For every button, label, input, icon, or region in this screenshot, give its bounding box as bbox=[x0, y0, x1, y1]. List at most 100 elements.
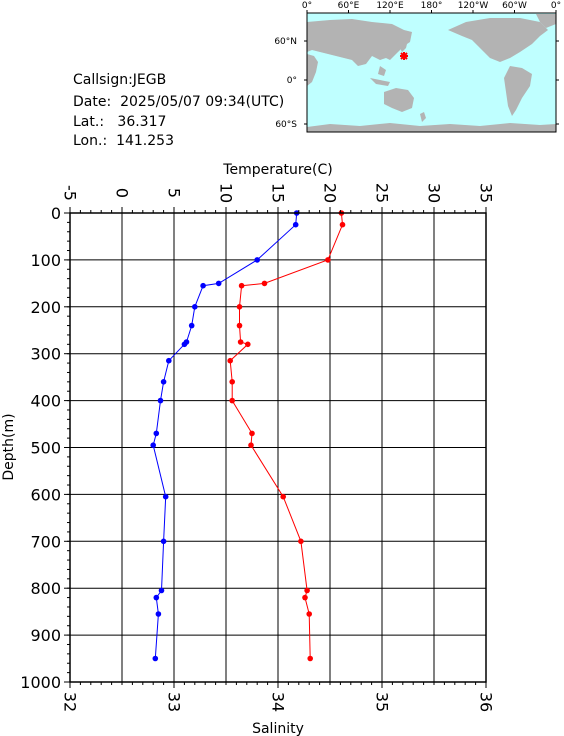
depth-tick-label: 600 bbox=[30, 485, 61, 504]
salinity-point bbox=[236, 304, 243, 310]
salinity-point bbox=[229, 379, 235, 385]
lon-label: Lon.: bbox=[73, 133, 108, 149]
map-lon-label: 0° bbox=[551, 1, 561, 11]
temperature-point bbox=[200, 282, 206, 289]
temperature-point bbox=[215, 280, 222, 287]
antarctica-shape bbox=[307, 123, 556, 132]
salinity-axis: 32 33 34 35 36 bbox=[61, 682, 496, 712]
map-latitude-ticks: 60°N 0° 60°S bbox=[274, 37, 559, 130]
salinity-point bbox=[237, 339, 244, 345]
salinity-tick-label: 35 bbox=[373, 692, 392, 712]
temperature-point bbox=[162, 493, 169, 500]
map-lon-label: 60°W bbox=[502, 1, 527, 11]
salinity-point bbox=[227, 357, 233, 364]
temperature-point bbox=[150, 442, 156, 449]
depth-tick-label: 900 bbox=[30, 626, 61, 645]
station-star bbox=[400, 52, 408, 60]
temperature-point bbox=[153, 430, 160, 437]
temperature-axis: -5 0 5 10 15 20 25 30 35 bbox=[61, 183, 496, 213]
greenland-shape bbox=[536, 14, 556, 28]
callsign-label: Callsign: bbox=[73, 72, 133, 88]
date-label: Date: bbox=[73, 94, 112, 110]
temperature-tick-label: -5 bbox=[61, 185, 80, 201]
temperature-point bbox=[166, 357, 172, 364]
depth-axis: 0 100 200 300 400 500 600 700 800 900 1000 bbox=[20, 204, 70, 692]
salinity-tick-label: 32 bbox=[61, 692, 80, 712]
temperature-point bbox=[160, 379, 167, 385]
depth-axis-title: Depth(m) bbox=[1, 413, 17, 480]
temperature-point bbox=[158, 587, 165, 594]
salinity-point bbox=[238, 282, 245, 289]
salinity-point bbox=[339, 221, 346, 228]
map-lon-label: 120°E bbox=[376, 1, 404, 11]
salinity-point bbox=[304, 587, 310, 594]
salinity-point bbox=[325, 257, 331, 263]
temperature-point bbox=[157, 397, 164, 404]
lat-value: 36.317 bbox=[117, 114, 167, 130]
temperature-point bbox=[188, 322, 195, 329]
temperature-axis-title: Temperature(C) bbox=[222, 162, 332, 178]
temperature-point bbox=[292, 221, 299, 228]
depth-tick-label: 400 bbox=[30, 392, 61, 411]
map-lon-label: 180° bbox=[421, 1, 443, 11]
salinity-point bbox=[280, 493, 287, 500]
callsign-line: Callsign:JEGB bbox=[73, 72, 166, 88]
lon-line: Lon.: 141.253 bbox=[73, 133, 174, 149]
map-lon-label: 60°E bbox=[338, 1, 360, 11]
temperature-point bbox=[254, 257, 260, 263]
japan-shape bbox=[400, 38, 408, 52]
lat-line: Lat.: 36.317 bbox=[73, 114, 166, 130]
salinity-tick-label: 34 bbox=[269, 692, 288, 712]
temperature-tick-label: 15 bbox=[269, 183, 288, 203]
north-america-shape bbox=[448, 18, 548, 62]
temperature-tick-label: 25 bbox=[373, 183, 392, 203]
temperature-tick-label: 5 bbox=[165, 188, 184, 198]
depth-tick-label: 1000 bbox=[20, 673, 61, 692]
depth-tick-label: 200 bbox=[30, 298, 61, 317]
africa-shape bbox=[307, 54, 318, 86]
callsign-value: JEGB bbox=[132, 72, 167, 88]
temperature-point bbox=[192, 304, 198, 310]
salinity-tick-label: 36 bbox=[477, 692, 496, 712]
plot-grid bbox=[70, 213, 486, 682]
salinity-tick-label: 33 bbox=[165, 692, 184, 712]
salinity-point bbox=[249, 430, 255, 437]
salinity-axis-title: Salinity bbox=[252, 721, 304, 736]
depth-tick-label: 0 bbox=[51, 204, 61, 223]
salinity-point bbox=[245, 341, 251, 348]
salinity-point bbox=[298, 538, 304, 545]
depth-tick-label: 100 bbox=[30, 251, 61, 270]
salinity-point bbox=[306, 611, 313, 617]
indochina-shape bbox=[378, 66, 386, 76]
salinity-point bbox=[302, 594, 308, 601]
australia-shape bbox=[384, 88, 414, 112]
date-value: 2025/05/07 09:34(UTC) bbox=[120, 94, 285, 110]
salinity-point bbox=[229, 397, 235, 404]
salinity-point bbox=[248, 442, 254, 449]
temperature-tick-label: 10 bbox=[217, 183, 236, 203]
lat-label: Lat.: bbox=[73, 114, 105, 130]
temperature-tick-label: 35 bbox=[477, 183, 496, 203]
map-lat-label: 60°N bbox=[274, 37, 297, 47]
salinity-point bbox=[307, 655, 314, 662]
temperature-tick-label: 0 bbox=[113, 188, 132, 198]
salinity-point bbox=[261, 280, 268, 287]
depth-tick-label: 700 bbox=[30, 532, 61, 551]
temperature-point bbox=[181, 341, 188, 348]
map-lat-label: 60°S bbox=[275, 120, 297, 130]
world-map: 0° 60°E 120°E 180° 120°W 60°W 0° 60°N 0° 60°S bbox=[274, 1, 561, 133]
temperature-tick-label: 20 bbox=[321, 183, 340, 203]
salinity-point bbox=[236, 322, 243, 329]
map-lon-label: 120°W bbox=[458, 1, 489, 11]
depth-tick-label: 800 bbox=[30, 579, 61, 598]
temperature-point bbox=[160, 538, 167, 545]
new-zealand-shape bbox=[420, 112, 426, 122]
salinity-profile-line bbox=[229, 212, 344, 659]
depth-tick-label: 300 bbox=[30, 345, 61, 364]
lon-value: 141.253 bbox=[116, 133, 174, 149]
eurasia-shape bbox=[307, 19, 412, 66]
south-america-shape bbox=[504, 66, 532, 116]
map-lon-label: 0° bbox=[302, 1, 312, 11]
map-landmasses bbox=[307, 14, 556, 132]
